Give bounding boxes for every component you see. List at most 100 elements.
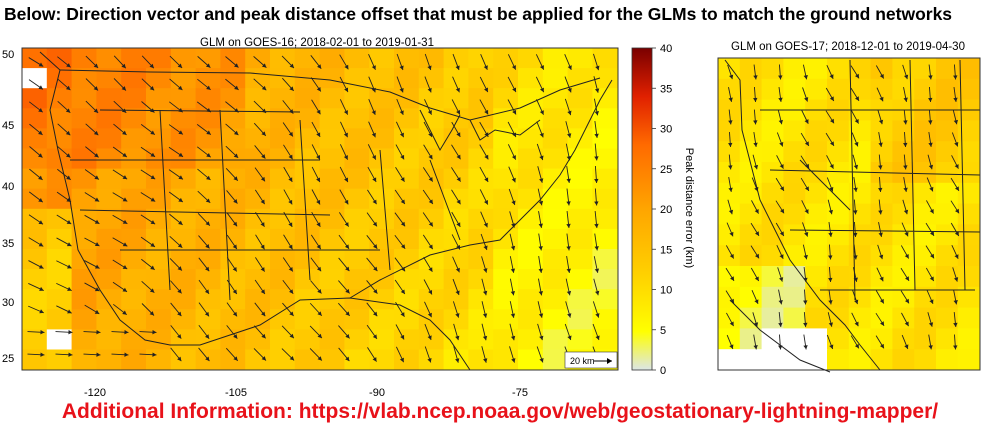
heat-cell: [518, 148, 544, 170]
heat-cell: [827, 245, 850, 267]
offset-vector-arrow: [479, 121, 489, 138]
heat-cell: [170, 88, 197, 109]
heat-cell: [195, 68, 221, 89]
offset-vector-arrow: [451, 189, 461, 205]
offset-vector-arrow: [339, 166, 349, 183]
offset-vector-arrow: [394, 279, 406, 295]
offset-vector-arrow: [198, 279, 210, 295]
heat-cell: [319, 269, 345, 290]
heat-cell: [870, 78, 893, 101]
heat-cell: [146, 249, 172, 270]
additional-info-link[interactable]: Additional Information: https://vlab.nce…: [61, 400, 939, 423]
heat-cell: [739, 245, 763, 267]
heat-cell: [957, 78, 981, 101]
offset-vector-arrow: [225, 123, 239, 136]
heat-cell: [761, 286, 784, 309]
heat-cell: [870, 307, 893, 329]
heat-cell: [170, 269, 197, 290]
offset-vector-arrow: [366, 212, 378, 227]
offset-vector-arrow: [537, 188, 544, 206]
offset-vector-arrow: [928, 64, 933, 80]
offset-vector-arrow: [254, 145, 266, 159]
heat-cell: [892, 141, 915, 163]
heat-cell: [936, 141, 959, 163]
heat-cell: [493, 309, 519, 330]
heat-cell: [805, 141, 828, 163]
heat-cell: [805, 120, 828, 142]
lon-tick-label: -75: [512, 387, 528, 399]
heat-cell: [914, 162, 937, 184]
offset-vector-arrow: [56, 237, 72, 247]
heat-cell: [827, 78, 850, 101]
heat-cell: [468, 349, 494, 371]
heat-cell: [592, 208, 618, 230]
heat-cell: [739, 78, 763, 101]
heat-cell: [245, 269, 271, 290]
heat-cell: [805, 224, 828, 246]
heat-cell: [121, 309, 147, 330]
offset-vector-arrow: [283, 211, 293, 228]
heat-cell: [96, 108, 122, 129]
offset-vector-arrow: [453, 346, 460, 363]
offset-vector-arrow: [565, 301, 572, 318]
heat-cell: [783, 58, 806, 80]
offset-vector-arrow: [851, 312, 859, 327]
heat-cell: [46, 249, 73, 270]
heat-cell: [195, 249, 221, 270]
heat-cell: [783, 349, 806, 371]
heat-cell: [761, 162, 784, 184]
heat-cell: [542, 228, 569, 250]
offset-vector-arrow: [28, 57, 44, 67]
offset-vector-arrow: [283, 189, 293, 205]
offset-vector-arrow: [453, 323, 460, 341]
offset-vector-arrow: [311, 211, 321, 228]
heat-cell: [518, 188, 544, 210]
heat-cell: [936, 224, 959, 246]
heat-cell: [195, 48, 221, 69]
offset-vector-arrow: [226, 190, 238, 204]
offset-vector-arrow: [927, 312, 934, 327]
offset-vector-arrow: [310, 77, 322, 92]
offset-vector-arrow: [803, 289, 808, 305]
heat-cell: [170, 68, 197, 89]
heat-cell: [936, 162, 959, 184]
offset-vector-arrow: [594, 165, 599, 184]
heat-cell: [592, 289, 618, 310]
offset-vector-arrow: [112, 214, 128, 225]
offset-vector-arrow: [56, 214, 72, 225]
heat-cell: [518, 108, 544, 129]
heat-cell: [245, 289, 271, 310]
offset-vector-arrow: [170, 302, 182, 317]
heat-cell: [783, 286, 806, 309]
heat-cell: [518, 208, 544, 230]
offset-vector-arrow: [778, 289, 783, 305]
heat-cell: [592, 148, 618, 170]
heat-cell: [170, 148, 197, 170]
colorbar-ticks: 40 35 30 25 20 15 10 5 0: [652, 43, 672, 377]
offset-vector-arrow: [141, 101, 155, 113]
heat-cell: [394, 148, 420, 170]
heat-cell: [319, 309, 345, 330]
heat-cell: [170, 289, 197, 310]
heat-cell: [739, 286, 763, 309]
heat-cell: [914, 286, 937, 309]
offset-vector-arrow: [310, 257, 322, 272]
offset-vector-arrow: [777, 267, 784, 282]
offset-vector-arrow: [396, 76, 404, 93]
heat-cell: [96, 208, 122, 230]
right-map-land-outline: [724, 59, 981, 373]
heat-cell: [443, 228, 469, 250]
offset-vector-arrow: [422, 167, 434, 182]
offset-vector-arrow: [509, 233, 516, 251]
offset-vector-arrow: [168, 169, 184, 180]
heat-cell: [418, 289, 445, 310]
heat-cell: [914, 328, 937, 350]
offset-vector-arrow: [56, 191, 72, 203]
offset-vector-arrow: [509, 256, 516, 273]
heat-cell: [892, 224, 915, 246]
offset-vector-arrow: [851, 132, 859, 147]
heat-cell: [914, 224, 937, 246]
heat-cell: [170, 309, 197, 330]
heat-cell: [369, 188, 395, 210]
offset-vector-arrow: [953, 334, 958, 350]
